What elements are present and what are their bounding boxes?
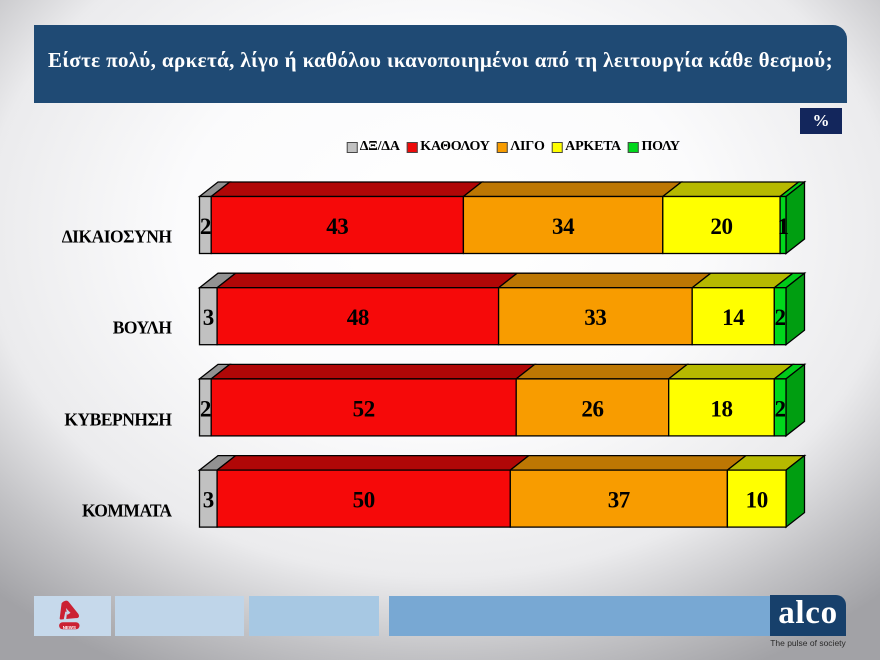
svg-text:52: 52 — [353, 396, 375, 421]
svg-text:33: 33 — [584, 305, 606, 330]
svg-text:34: 34 — [552, 214, 575, 239]
svg-text:50: 50 — [353, 488, 375, 513]
svg-text:NEWS: NEWS — [63, 625, 76, 630]
svg-text:2: 2 — [775, 396, 786, 421]
svg-text:48: 48 — [347, 305, 369, 330]
svg-text:2: 2 — [200, 396, 211, 421]
svg-text:2: 2 — [200, 214, 211, 239]
svg-text:2: 2 — [775, 305, 786, 330]
svg-text:3: 3 — [203, 305, 214, 330]
svg-text:18: 18 — [710, 396, 732, 421]
svg-text:20: 20 — [710, 214, 732, 239]
svg-text:43: 43 — [326, 214, 348, 239]
svg-text:10: 10 — [746, 488, 768, 513]
svg-text:1: 1 — [778, 214, 789, 239]
svg-text:3: 3 — [203, 488, 214, 513]
svg-text:37: 37 — [608, 488, 630, 513]
svg-text:14: 14 — [722, 305, 745, 330]
svg-text:26: 26 — [581, 396, 603, 421]
